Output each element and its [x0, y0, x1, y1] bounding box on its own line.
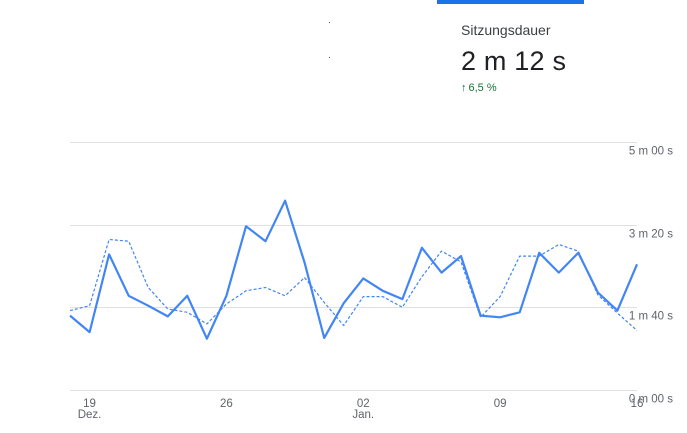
x-tick-label: 02 — [357, 398, 370, 410]
series-line-previous-period[interactable] — [69, 238, 638, 331]
metric-value: 2 m 12 s — [461, 46, 567, 76]
y-tick-label: 1 m 40 s — [629, 311, 673, 323]
series-line-current-period[interactable] — [69, 199, 639, 340]
x-tick-label: 26 — [220, 398, 233, 410]
x-tick-month-label: Dez. — [78, 409, 102, 421]
x-tick-label: 09 — [494, 398, 507, 410]
arrow-up-icon: ↑ — [461, 82, 467, 94]
series-lines[interactable] — [69, 199, 639, 340]
y-tick-label: 0 m 00 s — [629, 394, 673, 406]
metric-change-value: 6,5 % — [468, 82, 497, 94]
y-tick-label: 5 m 00 s — [629, 146, 673, 158]
grid-lines — [70, 142, 637, 391]
x-tick-label: 16 — [631, 398, 644, 410]
decorative-dot — [329, 22, 330, 23]
selected-metric-indicator — [437, 0, 584, 4]
metric-card-session-duration[interactable]: Sitzungsdauer 2 m 12 s ↑ 6,5 % — [437, 4, 637, 104]
decorative-dot — [329, 57, 330, 58]
metric-title: Sitzungsdauer — [461, 22, 551, 38]
y-tick-label: 3 m 20 s — [629, 229, 673, 241]
x-tick-month-label: Jan. — [352, 409, 374, 421]
metric-change: ↑ 6,5 % — [461, 82, 497, 94]
y-axis-ticks: 5 m 00 s 3 m 20 s 1 m 40 s 0 m 00 s — [629, 146, 673, 406]
x-tick-label: 19 — [83, 398, 96, 410]
